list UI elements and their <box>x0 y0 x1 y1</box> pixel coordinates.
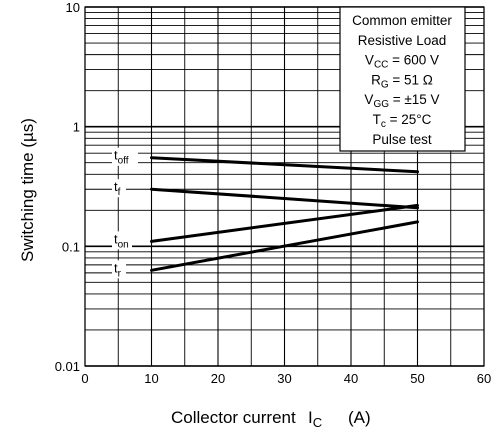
curve-labels: toff tf ton tr <box>112 147 138 279</box>
x-axis-symbol: IC <box>308 408 322 430</box>
series-tf <box>150 187 419 210</box>
condition-line: Common emitter <box>352 13 452 28</box>
x-axis-unit: (A) <box>348 408 371 427</box>
data-curves <box>150 156 419 272</box>
curve-label-bg <box>112 260 126 279</box>
y-tick-label: 0.1 <box>62 239 80 254</box>
curve-label-tf: tf <box>112 179 126 198</box>
x-tick-label: 50 <box>410 371 424 386</box>
curve-label-text: toff <box>114 148 129 167</box>
curve-label-bg <box>112 179 126 198</box>
condition-line: Pulse test <box>372 132 432 147</box>
curve-label-text: tf <box>114 179 121 198</box>
condition-line: VCC = 600 V <box>365 53 439 71</box>
condition-line: RG = 51 Ω <box>371 72 433 90</box>
curve-label-text: ton <box>114 231 129 250</box>
condition-line: VGG = ±15 V <box>364 92 439 110</box>
x-tick-label: 40 <box>344 371 358 386</box>
y-tick-label: 0.01 <box>55 359 80 374</box>
curve-label-text: tr <box>114 260 122 279</box>
curve-label-ton: ton <box>112 231 132 250</box>
x-tick-label: 30 <box>277 371 291 386</box>
curve-label-bg <box>112 147 138 166</box>
x-tick-label: 0 <box>81 371 88 386</box>
x-tick-label: 20 <box>211 371 225 386</box>
series-tr <box>150 220 419 272</box>
curve-label-tr: tr <box>112 260 126 279</box>
y-axis-title: Switching time (µs) <box>18 118 37 262</box>
plot-frame <box>84 6 485 367</box>
conditions-legend: Common emitter Resistive Load VCC = 600 VR… <box>339 6 466 152</box>
condition-line: Resistive Load <box>358 33 447 48</box>
curve-label-toff: toff <box>112 147 138 167</box>
x-tick-label: 10 <box>144 371 158 386</box>
x-tick-label: 60 <box>477 371 491 386</box>
tick-labels: 0 10 20 30 40 50 60 0.01 0.1 1 10 <box>55 0 492 386</box>
x-axis-title: Collector current <box>171 408 296 427</box>
condition-line: Tc = 25°C <box>373 112 432 130</box>
series-toff <box>150 156 419 174</box>
y-tick-label: 1 <box>73 120 80 135</box>
curve-label-bg <box>112 231 132 250</box>
series-ton <box>150 203 419 243</box>
y-tick-label: 10 <box>66 0 80 15</box>
